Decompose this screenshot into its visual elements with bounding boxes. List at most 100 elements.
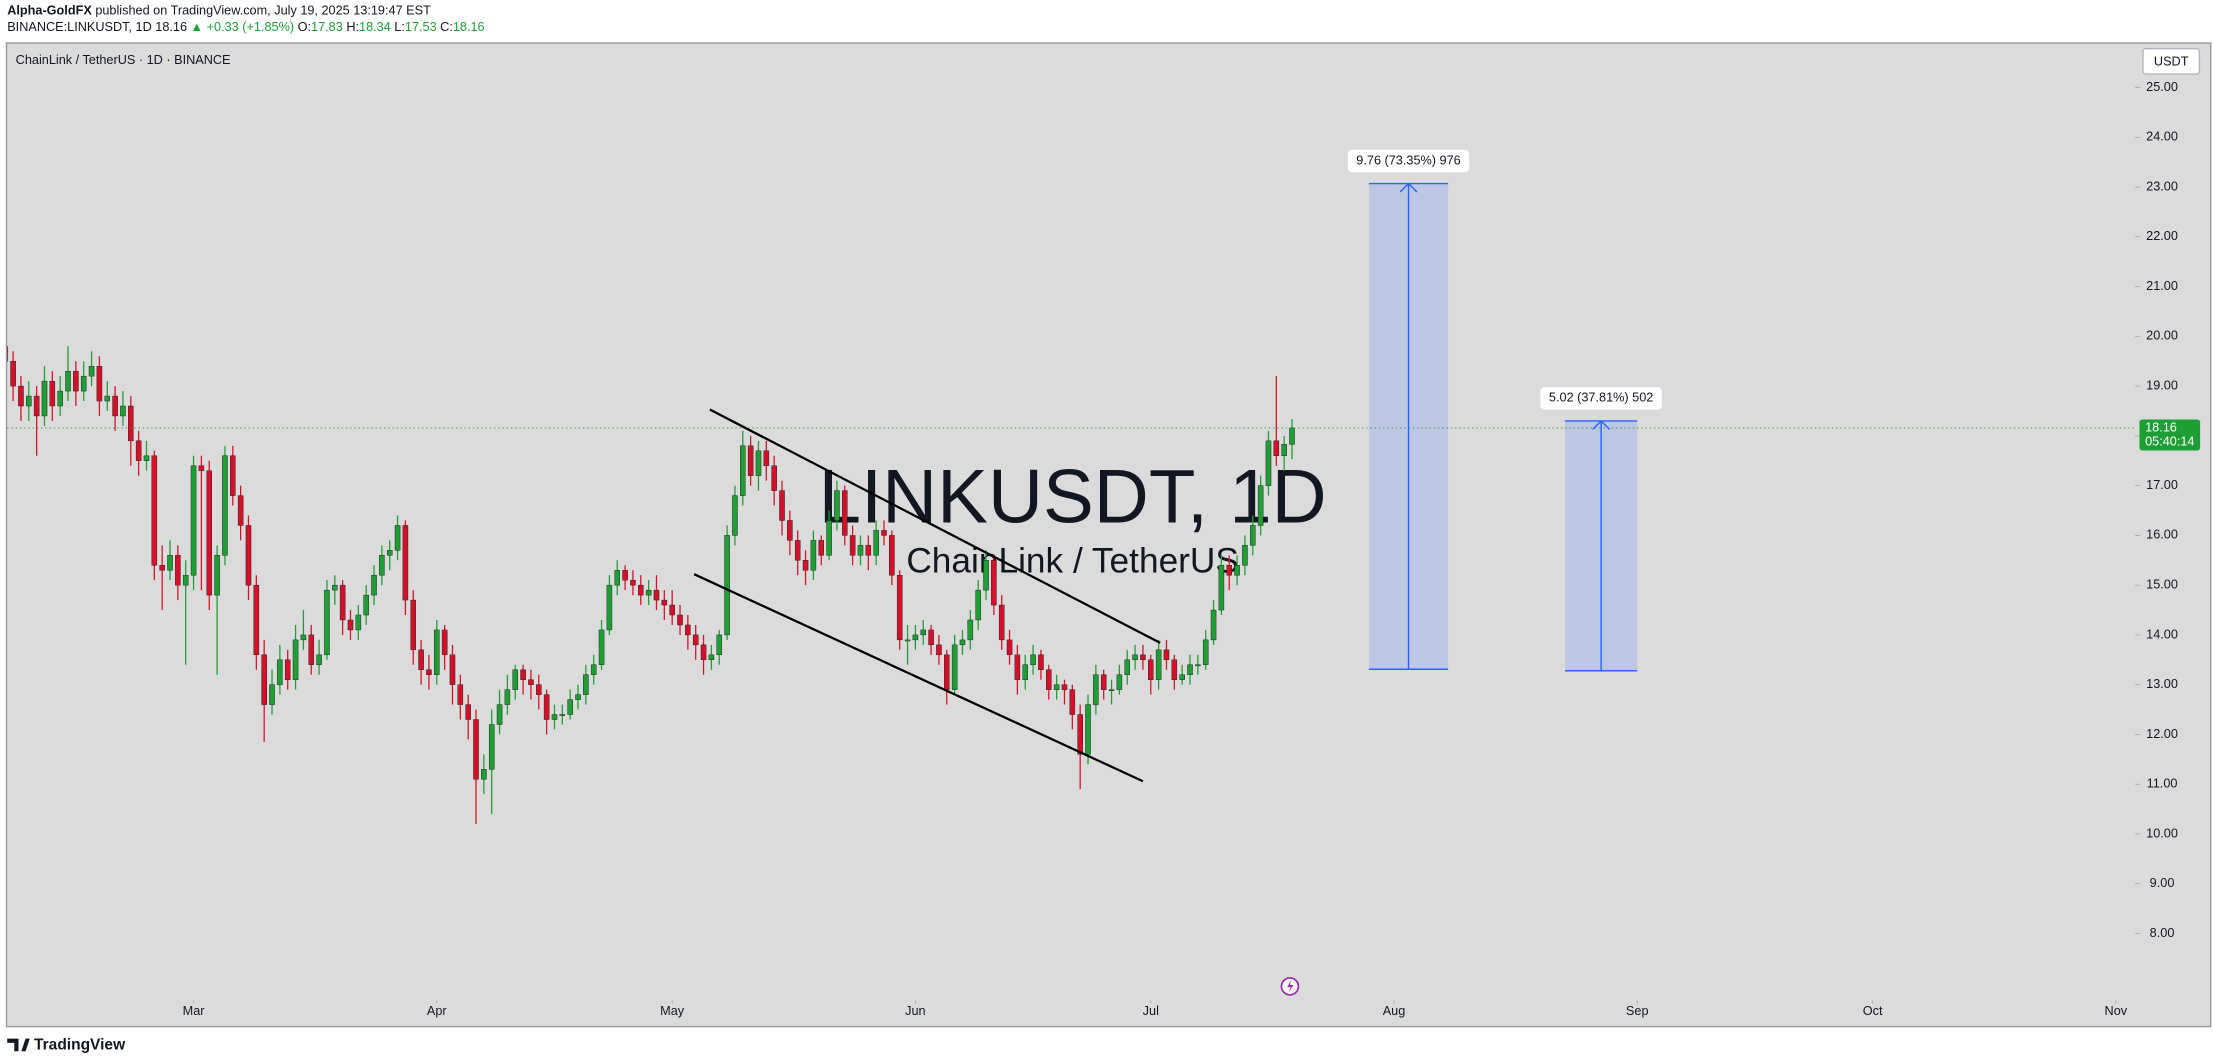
currency-button[interactable] <box>2142 47 2201 75</box>
candle-body <box>873 530 879 556</box>
candle-body <box>339 584 346 621</box>
candle-body <box>1100 674 1107 690</box>
candle-body <box>1257 485 1264 526</box>
candle-body <box>1281 444 1287 456</box>
candle-body <box>1210 609 1217 641</box>
candle-body <box>967 619 974 641</box>
candle-body <box>1218 565 1225 611</box>
candle-body <box>104 395 111 402</box>
y-tick-label: 19.00 <box>2146 378 2178 392</box>
candle-body <box>324 589 330 656</box>
price-badge-countdown: 05:40:14 <box>2145 434 2194 448</box>
candle-body <box>230 455 236 496</box>
x-tick-label: Nov <box>2105 1004 2128 1018</box>
x-tick-label: Jul <box>1143 1004 1159 1018</box>
last-price: 18.16 <box>155 21 187 35</box>
candle-body <box>755 450 762 476</box>
candle-body <box>120 405 126 417</box>
candle-body <box>763 450 770 466</box>
candle-body <box>33 395 40 417</box>
candle-body <box>457 684 464 705</box>
currency-label[interactable]: USDT <box>2154 54 2189 68</box>
candle-body <box>567 699 573 715</box>
candle-body <box>685 624 691 636</box>
candle-body <box>1014 654 1021 680</box>
close-value: 18.16 <box>453 21 485 35</box>
candle-body <box>638 584 644 596</box>
y-tick-label: 20.00 <box>2146 329 2178 343</box>
candle-body <box>622 570 628 581</box>
candle-body <box>865 545 872 556</box>
candle-body <box>1069 689 1076 715</box>
candle-body <box>528 679 534 685</box>
candle-body <box>1226 565 1233 576</box>
y-tick-label: 15.00 <box>2146 578 2178 592</box>
candle-body <box>253 584 260 656</box>
x-tick-label: Apr <box>427 1004 448 1018</box>
y-tick-label: 21.00 <box>2146 279 2178 293</box>
candle-body <box>1250 525 1256 546</box>
candle-body <box>787 520 793 541</box>
candle-body <box>1242 545 1248 566</box>
candle-body <box>771 465 777 491</box>
candle-body <box>269 684 275 705</box>
candle-body <box>716 634 723 656</box>
overlay: 9.76 (73.35%) 976 5.02 (37.81%) 502 <box>693 149 1662 783</box>
y-tick-label: 24.00 <box>2146 130 2178 144</box>
high-label: H: <box>346 21 359 35</box>
price-badge-value: 18.16 <box>2145 420 2177 434</box>
candle-body <box>190 465 197 576</box>
candle-body <box>167 555 173 571</box>
symbol: BINANCE:LINKUSDT, 1D <box>7 21 152 35</box>
candle-body <box>347 619 354 631</box>
candle-body <box>284 659 291 680</box>
candle-body <box>1093 674 1099 705</box>
candle-body <box>857 545 864 556</box>
watermark: LINKUSDT, 1D <box>819 454 1327 539</box>
candle-body <box>653 589 660 601</box>
low-value: 17.53 <box>405 21 437 35</box>
candle-body <box>308 634 315 665</box>
candle-body <box>536 684 542 695</box>
trendline <box>709 408 1161 644</box>
candle-body <box>434 629 440 675</box>
candle-body <box>73 370 79 392</box>
candle-body <box>936 644 942 656</box>
candle-body <box>802 560 809 571</box>
candle-body <box>575 694 581 700</box>
candle-body <box>677 614 683 626</box>
y-tick-label: 9.00 <box>2150 876 2175 890</box>
candle-body <box>959 639 966 646</box>
candle-body <box>135 440 142 461</box>
candle-body <box>614 570 621 586</box>
candle-body <box>669 604 675 616</box>
candle-body <box>237 495 244 526</box>
candle-body <box>1124 659 1131 675</box>
close-label: C: <box>440 21 453 35</box>
candle-body <box>1273 440 1280 456</box>
candle-body <box>88 365 95 377</box>
open-value: 17.83 <box>311 21 343 35</box>
candle-body <box>512 669 519 690</box>
y-tick-label: 10.00 <box>2146 826 2178 840</box>
brand-name: TradingView <box>34 1037 126 1054</box>
candle-body <box>418 649 424 670</box>
candle-body <box>1265 440 1272 486</box>
candle-body <box>143 455 150 461</box>
candle-body <box>441 629 448 656</box>
price-badge <box>2139 419 2201 451</box>
candle-body <box>300 634 307 641</box>
candle-body <box>1053 684 1060 690</box>
candle-body <box>1179 674 1185 680</box>
low-label: L: <box>394 21 405 35</box>
candle-body <box>881 530 887 536</box>
candle-body <box>1140 654 1146 661</box>
candle-body <box>332 584 338 591</box>
y-tick-label: 17.00 <box>2146 478 2178 492</box>
candle-body <box>896 574 903 641</box>
measure-arrowhead <box>1399 182 1418 193</box>
candle-body <box>481 769 487 780</box>
x-tick-label: Sep <box>1626 1004 1649 1018</box>
candle-body <box>1163 649 1170 661</box>
measure-label: 9.76 (73.35%) 976 <box>1356 153 1460 167</box>
